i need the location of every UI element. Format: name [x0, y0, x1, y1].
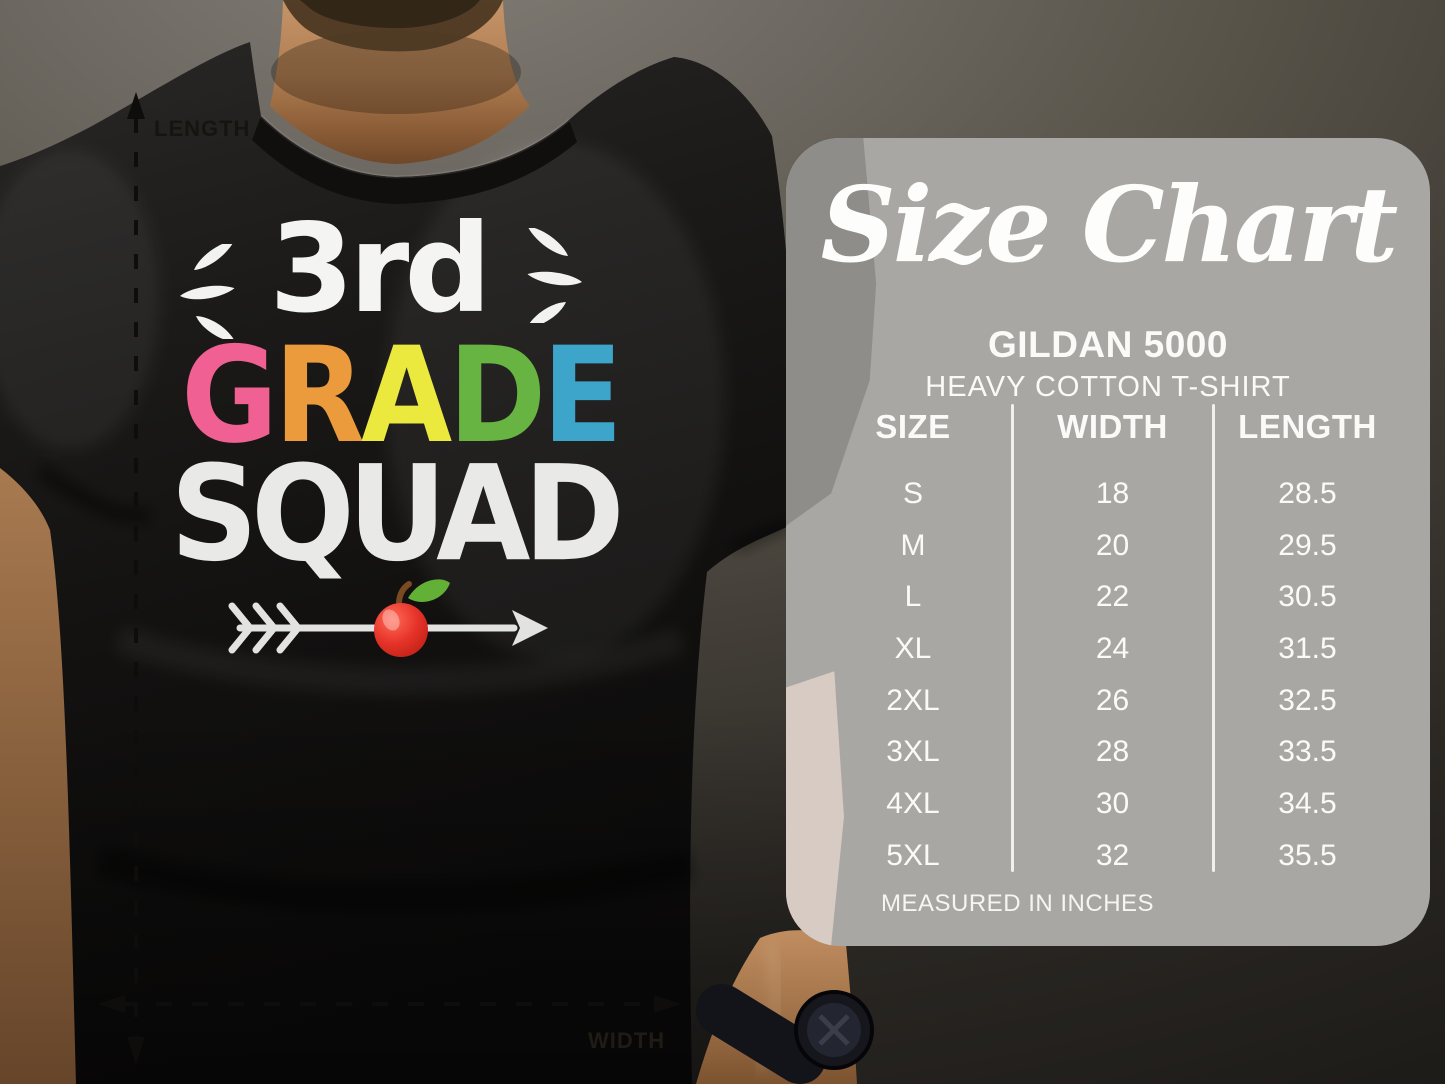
length-cell: 35.5: [1278, 838, 1337, 872]
size-cell: 4XL: [886, 786, 940, 820]
width-cell: 24: [1095, 631, 1130, 665]
width-cell: 26: [1095, 683, 1130, 717]
width-cell: 18: [1095, 476, 1130, 510]
forearm-right: [696, 930, 874, 1084]
size-table-header: SIZE WIDTH LENGTH: [786, 406, 1430, 448]
size-cell: S: [902, 476, 923, 510]
table-divider: [1011, 404, 1014, 872]
width-cell: 20: [1095, 528, 1130, 562]
tshirt: [0, 42, 800, 1084]
width-measure-line: [120, 1002, 652, 1006]
grade-letter: D: [448, 317, 546, 473]
panel-see-through-arm: [786, 671, 844, 946]
wristwatch: [696, 984, 874, 1084]
size-cell: XL: [894, 631, 932, 665]
length-cell: 32.5: [1278, 683, 1337, 717]
length-arrow-up-icon: [127, 92, 145, 119]
column-header-size: SIZE: [875, 408, 951, 445]
length-cell: 29.5: [1278, 528, 1337, 562]
arrow-apple-icon: [228, 579, 548, 657]
table-row: 3XL 28 33.5: [786, 726, 1430, 778]
length-measure-line: [134, 118, 138, 1038]
table-row: L 22 30.5: [786, 571, 1430, 623]
sparkle-left-icon: [180, 244, 236, 339]
grade-letter: G: [181, 317, 278, 473]
tshirt-collar: [252, 116, 577, 204]
size-chart-panel: Size Chart GILDAN 5000 HEAVY COTTON T-SH…: [786, 138, 1430, 946]
tshirt-design: 3rd G R A D E SQUAD: [170, 208, 630, 702]
size-cell: 2XL: [886, 683, 940, 717]
arm-left-edge: [0, 468, 76, 1084]
length-cell: 28.5: [1278, 476, 1337, 510]
size-cell: M: [900, 528, 926, 562]
column-header-length: LENGTH: [1238, 408, 1377, 445]
grade-letter: R: [274, 317, 365, 473]
grade-letter: E: [542, 317, 623, 473]
table-row: 2XL 26 32.5: [786, 675, 1430, 727]
table-row: S 18 28.5: [786, 468, 1430, 520]
width-cell: 30: [1095, 786, 1130, 820]
width-cell: 28: [1095, 735, 1130, 769]
length-cell: 31.5: [1278, 631, 1337, 665]
width-cell: 32: [1095, 838, 1130, 872]
width-cell: 22: [1095, 580, 1130, 614]
size-table: S 18 28.5 M 20 29.5 L 22 30.5 XL 24 31.5…: [786, 468, 1430, 882]
design-text-3rd: 3rd: [269, 198, 491, 340]
column-header-width: WIDTH: [1057, 408, 1168, 445]
sparkle-right-icon: [526, 228, 582, 323]
table-row: 5XL 32 35.5: [786, 830, 1430, 882]
apple-icon: [374, 579, 450, 657]
measured-note: MEASURED IN INCHES: [881, 890, 1155, 917]
length-cell: 30.5: [1278, 580, 1337, 614]
size-cell: 5XL: [886, 838, 940, 872]
length-label: LENGTH: [154, 116, 251, 141]
watch-strap: [696, 984, 826, 1084]
model-neck: [270, 0, 530, 164]
length-arrow-down-icon: [127, 1037, 145, 1064]
design-text-squad: SQUAD: [170, 437, 625, 591]
width-arrow-right-icon: [654, 995, 681, 1013]
design-text-grade: G R A D E: [170, 329, 630, 461]
grade-letter: A: [360, 317, 452, 473]
size-cell: L: [904, 580, 922, 614]
length-cell: 33.5: [1278, 735, 1337, 769]
product-name: HEAVY COTTON T-SHIRT: [925, 371, 1291, 403]
table-row: XL 24 31.5: [786, 623, 1430, 675]
size-cell: 3XL: [886, 735, 940, 769]
size-chart-title: Size Chart: [820, 163, 1399, 286]
table-divider: [1212, 404, 1215, 872]
table-row: M 20 29.5: [786, 520, 1430, 572]
length-cell: 34.5: [1278, 786, 1337, 820]
width-label: WIDTH: [588, 1028, 666, 1053]
brand-name: GILDAN 5000: [988, 324, 1228, 365]
width-arrow-left-icon: [98, 995, 125, 1013]
table-row: 4XL 30 34.5: [786, 778, 1430, 830]
